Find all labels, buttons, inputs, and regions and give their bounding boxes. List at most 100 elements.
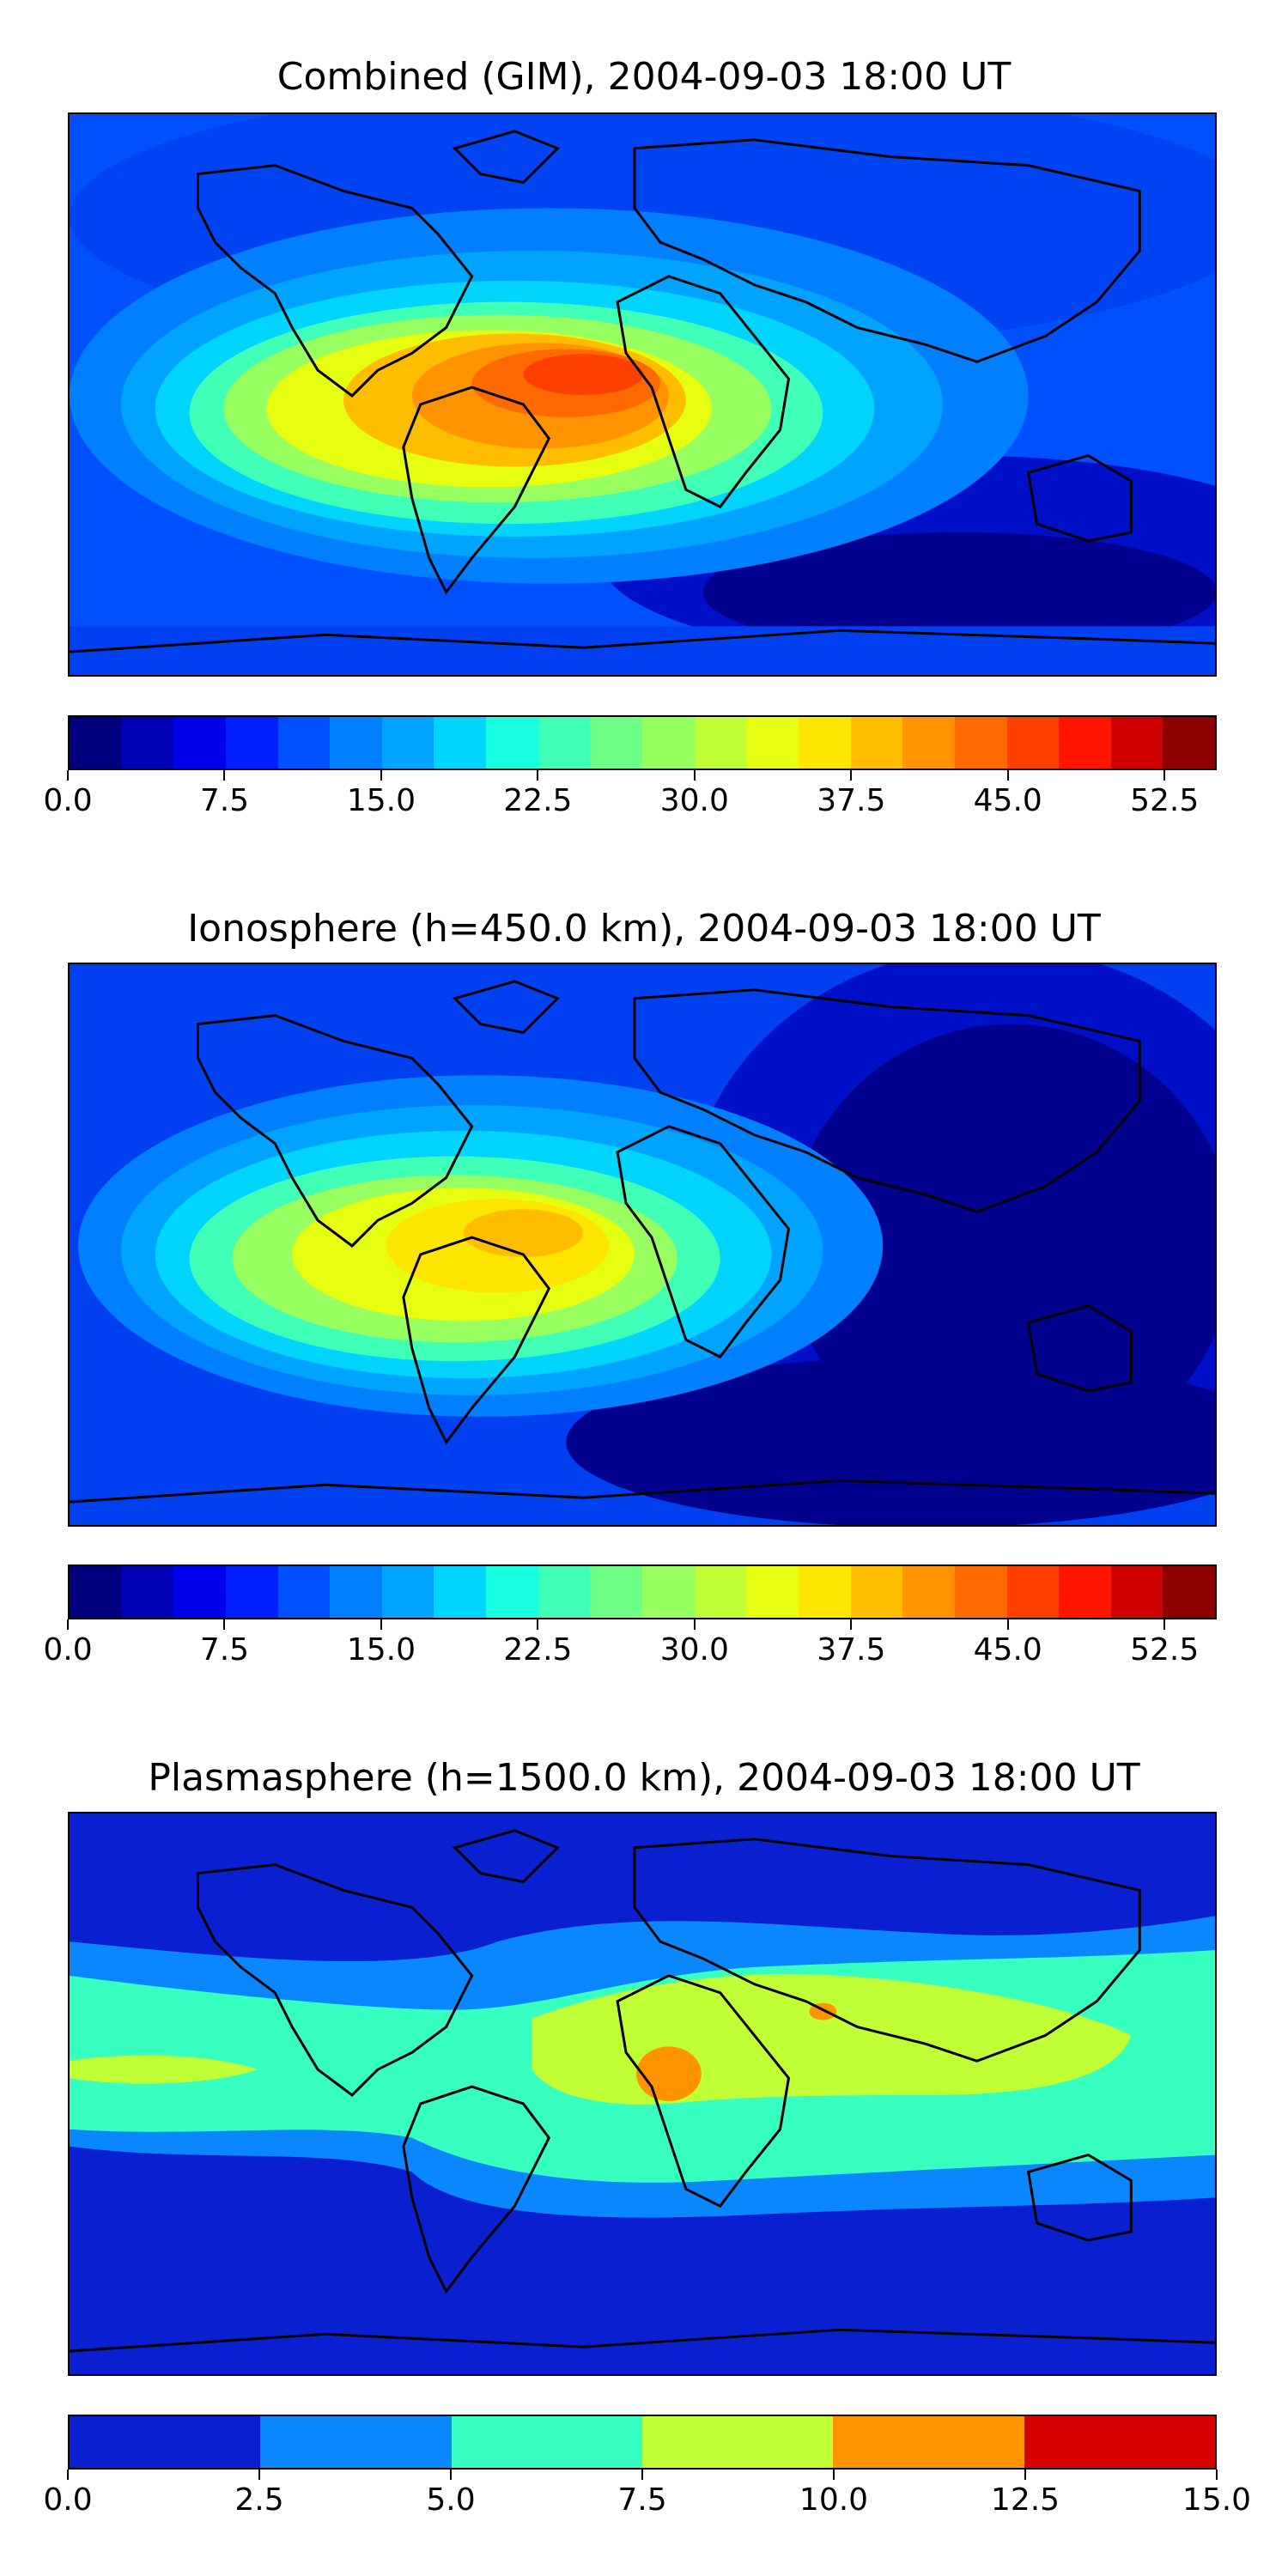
panel-title-ionosphere: Ionosphere (h=450.0 km), 2004-09-03 18:0… bbox=[187, 907, 1101, 951]
colorbar-segment bbox=[381, 717, 434, 769]
colorbar-tick bbox=[67, 770, 69, 781]
colorbar-plasmasphere bbox=[68, 2415, 1217, 2470]
colorbar-tick bbox=[1216, 2470, 1218, 2480]
colorbar-tick bbox=[693, 770, 696, 781]
colorbar-segment bbox=[538, 717, 591, 769]
colorbar-tick bbox=[833, 2470, 835, 2480]
colorbar-segment bbox=[381, 1566, 434, 1618]
colorbar-segment bbox=[694, 1566, 747, 1618]
colorbar-tick-label: 2.5 bbox=[234, 2482, 284, 2518]
colorbar-tick bbox=[693, 1619, 696, 1630]
colorbar-segment bbox=[694, 717, 747, 769]
colorbar-tick-label: 45.0 bbox=[973, 783, 1042, 818]
colorbar-segment bbox=[121, 1566, 174, 1618]
colorbar-tick-label: 37.5 bbox=[817, 783, 886, 818]
colorbar-tick-label: 7.5 bbox=[199, 1632, 250, 1668]
colorbar-segment bbox=[173, 1566, 226, 1618]
colorbar-tick bbox=[850, 770, 853, 781]
colorbar-tick-label: 22.5 bbox=[503, 783, 573, 818]
colorbar-tick bbox=[850, 1619, 853, 1630]
colorbar-tick bbox=[258, 2470, 260, 2480]
colorbar-tick-label: 0.0 bbox=[43, 1632, 93, 1668]
colorbar-tick bbox=[537, 770, 539, 781]
colorbar-segment bbox=[641, 2416, 834, 2468]
colorbar-segment bbox=[330, 1566, 382, 1618]
colorbar-segment bbox=[225, 1566, 278, 1618]
colorbar-segment bbox=[1006, 1566, 1060, 1618]
colorbar-tick bbox=[223, 770, 226, 781]
colorbar-segment bbox=[173, 717, 226, 769]
colorbar-ticks-combined: 0.0 7.5 15.0 22.5 30.0 37.5 45.0 52.5 bbox=[43, 770, 1217, 822]
colorbar-segment bbox=[1024, 2416, 1215, 2468]
colorbar-ticks-ionosphere: 0.0 7.5 15.0 22.5 30.0 37.5 45.0 52.5 bbox=[43, 1619, 1217, 1671]
colorbar-segment bbox=[330, 717, 382, 769]
colorbar-tick bbox=[1163, 770, 1166, 781]
colorbar-segment bbox=[277, 1566, 331, 1618]
map-combined-gim bbox=[68, 112, 1217, 677]
colorbar-segment bbox=[798, 1566, 851, 1618]
colorbar-tick bbox=[380, 1619, 382, 1630]
colorbar-segment bbox=[1110, 1566, 1163, 1618]
colorbar-tick bbox=[223, 1619, 226, 1630]
tec-contour-ionosphere bbox=[70, 964, 1215, 1525]
colorbar-segment bbox=[277, 717, 331, 769]
colorbar-tick-label: 37.5 bbox=[817, 1632, 886, 1668]
colorbar-segment bbox=[1163, 717, 1215, 769]
colorbar-segment bbox=[1006, 717, 1060, 769]
colorbar-tick bbox=[1006, 770, 1009, 781]
colorbar-segment bbox=[590, 1566, 643, 1618]
colorbar-segment bbox=[954, 1566, 1007, 1618]
colorbar-tick bbox=[1024, 2470, 1026, 2480]
colorbar-segment bbox=[451, 2416, 642, 2468]
colorbar-segment bbox=[902, 1566, 955, 1618]
colorbar-tick-label: 30.0 bbox=[659, 783, 729, 818]
colorbar-segment bbox=[954, 717, 1007, 769]
colorbar-segment bbox=[746, 717, 799, 769]
colorbar-tick-label: 7.5 bbox=[617, 2482, 667, 2518]
colorbar-segment bbox=[1163, 1566, 1215, 1618]
colorbar-tick-label: 12.5 bbox=[990, 2482, 1060, 2518]
tec-contour-plasmasphere bbox=[70, 1814, 1215, 2374]
colorbar-segment bbox=[486, 717, 538, 769]
colorbar-segment bbox=[70, 1566, 122, 1618]
colorbar-segment bbox=[225, 717, 278, 769]
colorbar-segment bbox=[1059, 717, 1111, 769]
colorbar-segment bbox=[538, 1566, 591, 1618]
colorbar-segment bbox=[434, 717, 487, 769]
colorbar-tick-label: 15.0 bbox=[346, 1632, 416, 1668]
colorbar-segment bbox=[642, 1566, 695, 1618]
colorbar-tick-label: 22.5 bbox=[503, 1632, 573, 1668]
colorbar-ionosphere bbox=[68, 1564, 1217, 1619]
colorbar-segment bbox=[1059, 1566, 1111, 1618]
colorbar-combined bbox=[68, 715, 1217, 770]
map-ionosphere bbox=[68, 963, 1217, 1527]
panel-title-combined: Combined (GIM), 2004-09-03 18:00 UT bbox=[276, 55, 1012, 99]
colorbar-tick-label: 15.0 bbox=[346, 783, 416, 818]
colorbar-tick bbox=[1163, 1619, 1166, 1630]
colorbar-tick bbox=[67, 1619, 69, 1630]
colorbar-segment bbox=[642, 717, 695, 769]
panel-title-plasmasphere: Plasmasphere (h=1500.0 km), 2004-09-03 1… bbox=[148, 1756, 1140, 1800]
colorbar-tick-label: 52.5 bbox=[1130, 783, 1200, 818]
colorbar-tick bbox=[537, 1619, 539, 1630]
colorbar-segment bbox=[746, 1566, 799, 1618]
colorbar-segment bbox=[590, 717, 643, 769]
colorbar-tick-label: 0.0 bbox=[43, 2482, 93, 2518]
colorbar-tick-label: 15.0 bbox=[1182, 2482, 1252, 2518]
colorbar-segment bbox=[902, 717, 955, 769]
colorbar-tick bbox=[641, 2470, 643, 2480]
colorbar-segment bbox=[70, 2416, 261, 2468]
colorbar-segment bbox=[1110, 717, 1163, 769]
colorbar-tick-label: 5.0 bbox=[426, 2482, 476, 2518]
colorbar-ticks-plasmasphere: 0.0 2.5 5.0 7.5 10.0 12.5 15.0 bbox=[43, 2470, 1251, 2521]
colorbar-segment bbox=[434, 1566, 487, 1618]
colorbar-segment bbox=[121, 717, 174, 769]
colorbar-segment bbox=[70, 717, 122, 769]
colorbar-tick-label: 30.0 bbox=[659, 1632, 729, 1668]
colorbar-segment bbox=[850, 1566, 903, 1618]
colorbar-tick-label: 45.0 bbox=[973, 1632, 1042, 1668]
colorbar-tick-label: 0.0 bbox=[43, 783, 93, 818]
colorbar-tick bbox=[380, 770, 382, 781]
colorbar-tick-label: 7.5 bbox=[199, 783, 250, 818]
colorbar-tick-label: 10.0 bbox=[799, 2482, 869, 2518]
